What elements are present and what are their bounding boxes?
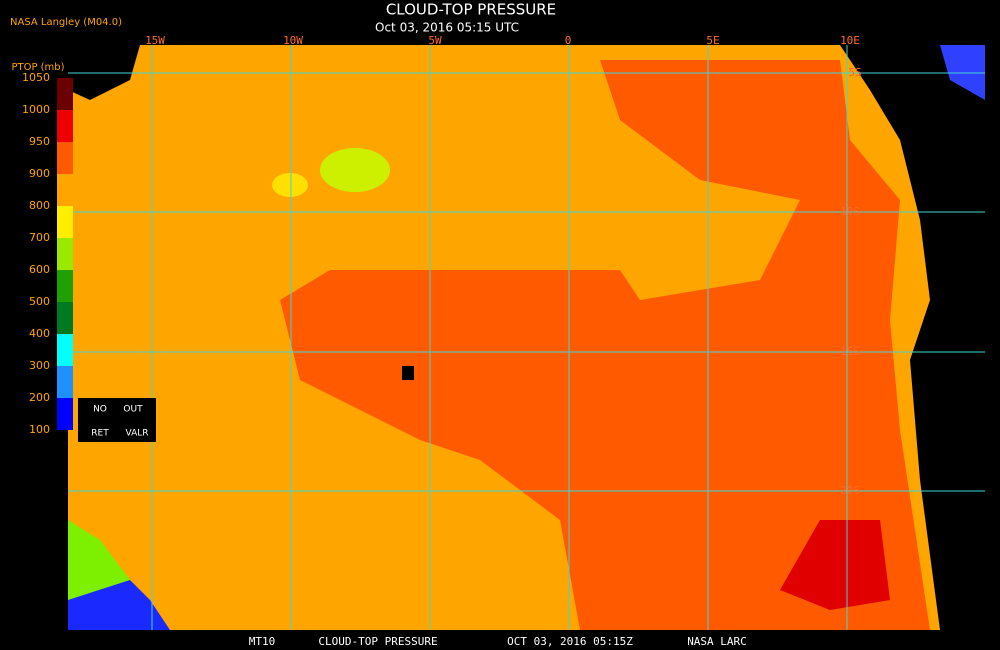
colorbar-label: 800 [29, 199, 50, 212]
lon-label: 5W [428, 34, 442, 47]
mid-cloud [280, 60, 930, 630]
colorbar-segment [57, 270, 73, 302]
colorbar-label: 950 [29, 135, 50, 148]
lon-label: 5E [706, 34, 719, 47]
legend-note: RET [91, 429, 109, 439]
legend-note: OUT [123, 405, 143, 415]
high-pressure-cloud [780, 520, 890, 610]
colorbar-segment [57, 78, 73, 110]
footer: MT10 CLOUD-TOP PRESSURE OCT 03, 2016 05:… [249, 635, 747, 648]
colorbar-segment [57, 398, 73, 430]
mid-high-cloud [68, 520, 130, 600]
grid [68, 45, 985, 630]
colorbar-label: 600 [29, 263, 50, 276]
org-label: NASA Langley (M04.0) [10, 17, 122, 28]
lat-label: 10S [840, 205, 860, 218]
datetime: Oct 03, 2016 05:15 UTC [375, 21, 519, 35]
lat-label: 5S [848, 66, 861, 79]
footer-text: MT10 [249, 635, 276, 648]
map: 15W 10W 5W 0 5E 10E 5S 10S 15S 20S [68, 34, 985, 630]
colorbar-label: 100 [29, 423, 50, 436]
colorbar-segment [57, 238, 73, 270]
colorbar-segment [57, 206, 73, 238]
colorbar-label: 200 [29, 391, 50, 404]
cloud-patch [320, 148, 390, 192]
colorbar-label: 1000 [22, 103, 50, 116]
legend-note: NO [93, 405, 107, 415]
lon-label: 0 [565, 34, 572, 47]
colorbar-segment [57, 142, 73, 174]
colorbar-label: 300 [29, 359, 50, 372]
colorbar-segment [57, 366, 73, 398]
legend-title: PTOP (mb) [11, 62, 64, 73]
colorbar-label: 500 [29, 295, 50, 308]
colorbar-label: 1050 [22, 71, 50, 84]
lon-label: 10E [840, 34, 860, 47]
colorbar-label: 400 [29, 327, 50, 340]
colorbar-segment [57, 110, 73, 142]
colorbar-segment [57, 334, 73, 366]
lat-label: 15S [840, 345, 860, 358]
footer-text: OCT 03, 2016 05:15Z [507, 635, 633, 648]
lon-label: 10W [283, 34, 303, 47]
footer-text: CLOUD-TOP PRESSURE [318, 635, 437, 648]
colorbar-segment [57, 302, 73, 334]
lon-label: 15W [145, 34, 165, 47]
legend-note: VALR [125, 429, 148, 439]
land [840, 45, 985, 630]
cloud-patch [272, 173, 308, 197]
colorbar-label: 700 [29, 231, 50, 244]
legend-box [78, 398, 156, 442]
footer-text: NASA LARC [687, 635, 747, 648]
title: CLOUD-TOP PRESSURE [386, 1, 556, 19]
colorbar-segment [57, 174, 73, 206]
legend: PTOP (mb) NO RET OUT VALR 1050 1000 950 900… [11, 62, 156, 442]
colorbar-label: 900 [29, 167, 50, 180]
lat-label: 20S [840, 484, 860, 497]
no-data [402, 366, 414, 380]
